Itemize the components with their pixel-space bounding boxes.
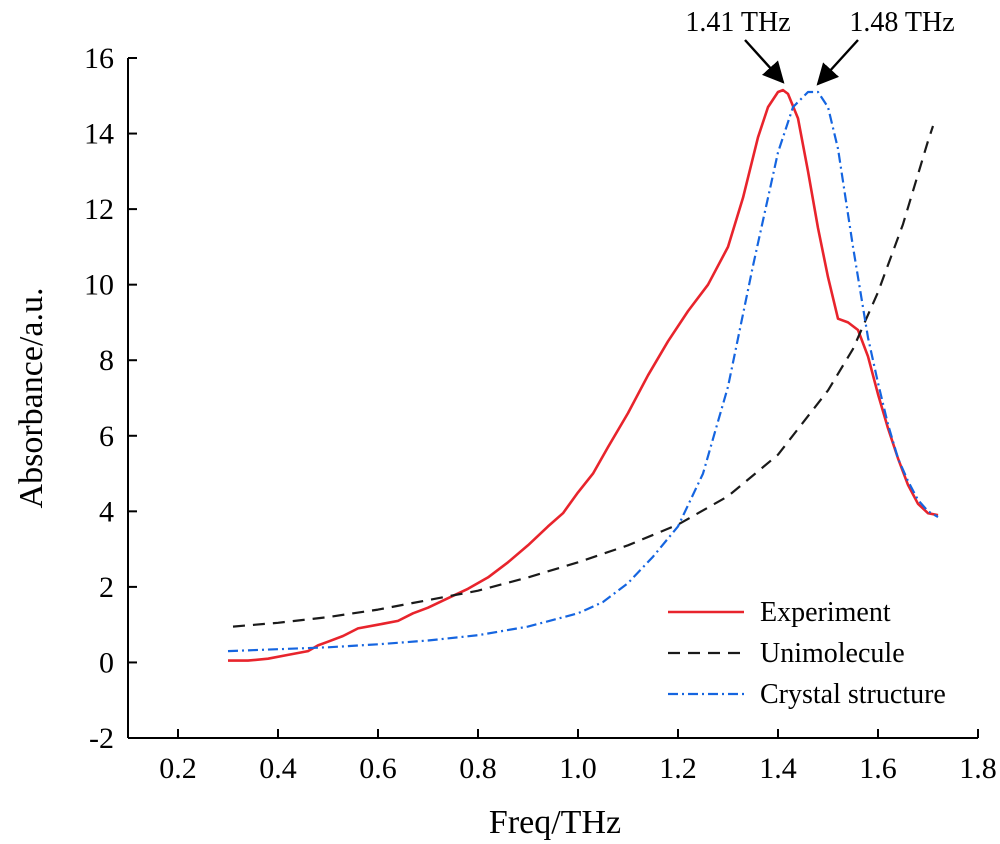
y-tick-label: 0 xyxy=(99,646,114,679)
x-tick-label: 0.8 xyxy=(459,752,497,785)
ticks: 0.2 0.4 0.6 0.8 1.0 1.2 1.4 1.6 1.8 -2 0 2 4 6 8 10 12 14… xyxy=(84,42,997,785)
x-tick-label: 1.0 xyxy=(559,752,597,785)
series-line-crystal-structure xyxy=(227,90,939,653)
y-tick-label: 14 xyxy=(84,118,114,151)
series-line-experiment xyxy=(228,88,939,662)
y-tick-label: -2 xyxy=(89,722,114,755)
y-tick-label: 6 xyxy=(99,420,114,453)
peak-annotation-label: 1.41 THz xyxy=(685,7,790,38)
peak-annotation-arrow xyxy=(744,39,785,84)
y-tick-label: 10 xyxy=(84,269,114,302)
x-tick-label: 0.6 xyxy=(359,752,397,785)
legend-label: Experiment xyxy=(760,597,891,628)
y-tick-label: 12 xyxy=(84,193,114,226)
axes xyxy=(127,58,978,739)
peak-annotation-label: 1.48 THz xyxy=(849,7,954,38)
x-axis-title: Freq/THz xyxy=(489,804,621,841)
y-tick-label: 16 xyxy=(84,42,114,75)
y-axis-title: Absorbance/a.u. xyxy=(13,288,50,509)
y-tick-label: 2 xyxy=(99,571,114,604)
x-tick-label: 0.4 xyxy=(259,752,297,785)
x-tick-label: 0.2 xyxy=(159,752,197,785)
peak-annotation-arrow xyxy=(816,39,859,86)
y-tick-label: 8 xyxy=(99,344,114,377)
x-tick-label: 1.6 xyxy=(859,752,897,785)
y-tick-label: 4 xyxy=(99,495,114,528)
x-tick-label: 1.8 xyxy=(959,752,997,785)
series-line-unimolecule xyxy=(232,125,935,628)
legend-label: Unimolecule xyxy=(760,638,905,669)
x-tick-label: 1.2 xyxy=(659,752,697,785)
x-tick-label: 1.4 xyxy=(759,752,797,785)
legend-label: Crystal structure xyxy=(760,679,946,710)
series-layer xyxy=(227,88,939,662)
legend: Experiment Unimolecule Crystal structure xyxy=(668,597,946,710)
annotations: 1.41 THz 1.48 THz xyxy=(685,7,955,86)
